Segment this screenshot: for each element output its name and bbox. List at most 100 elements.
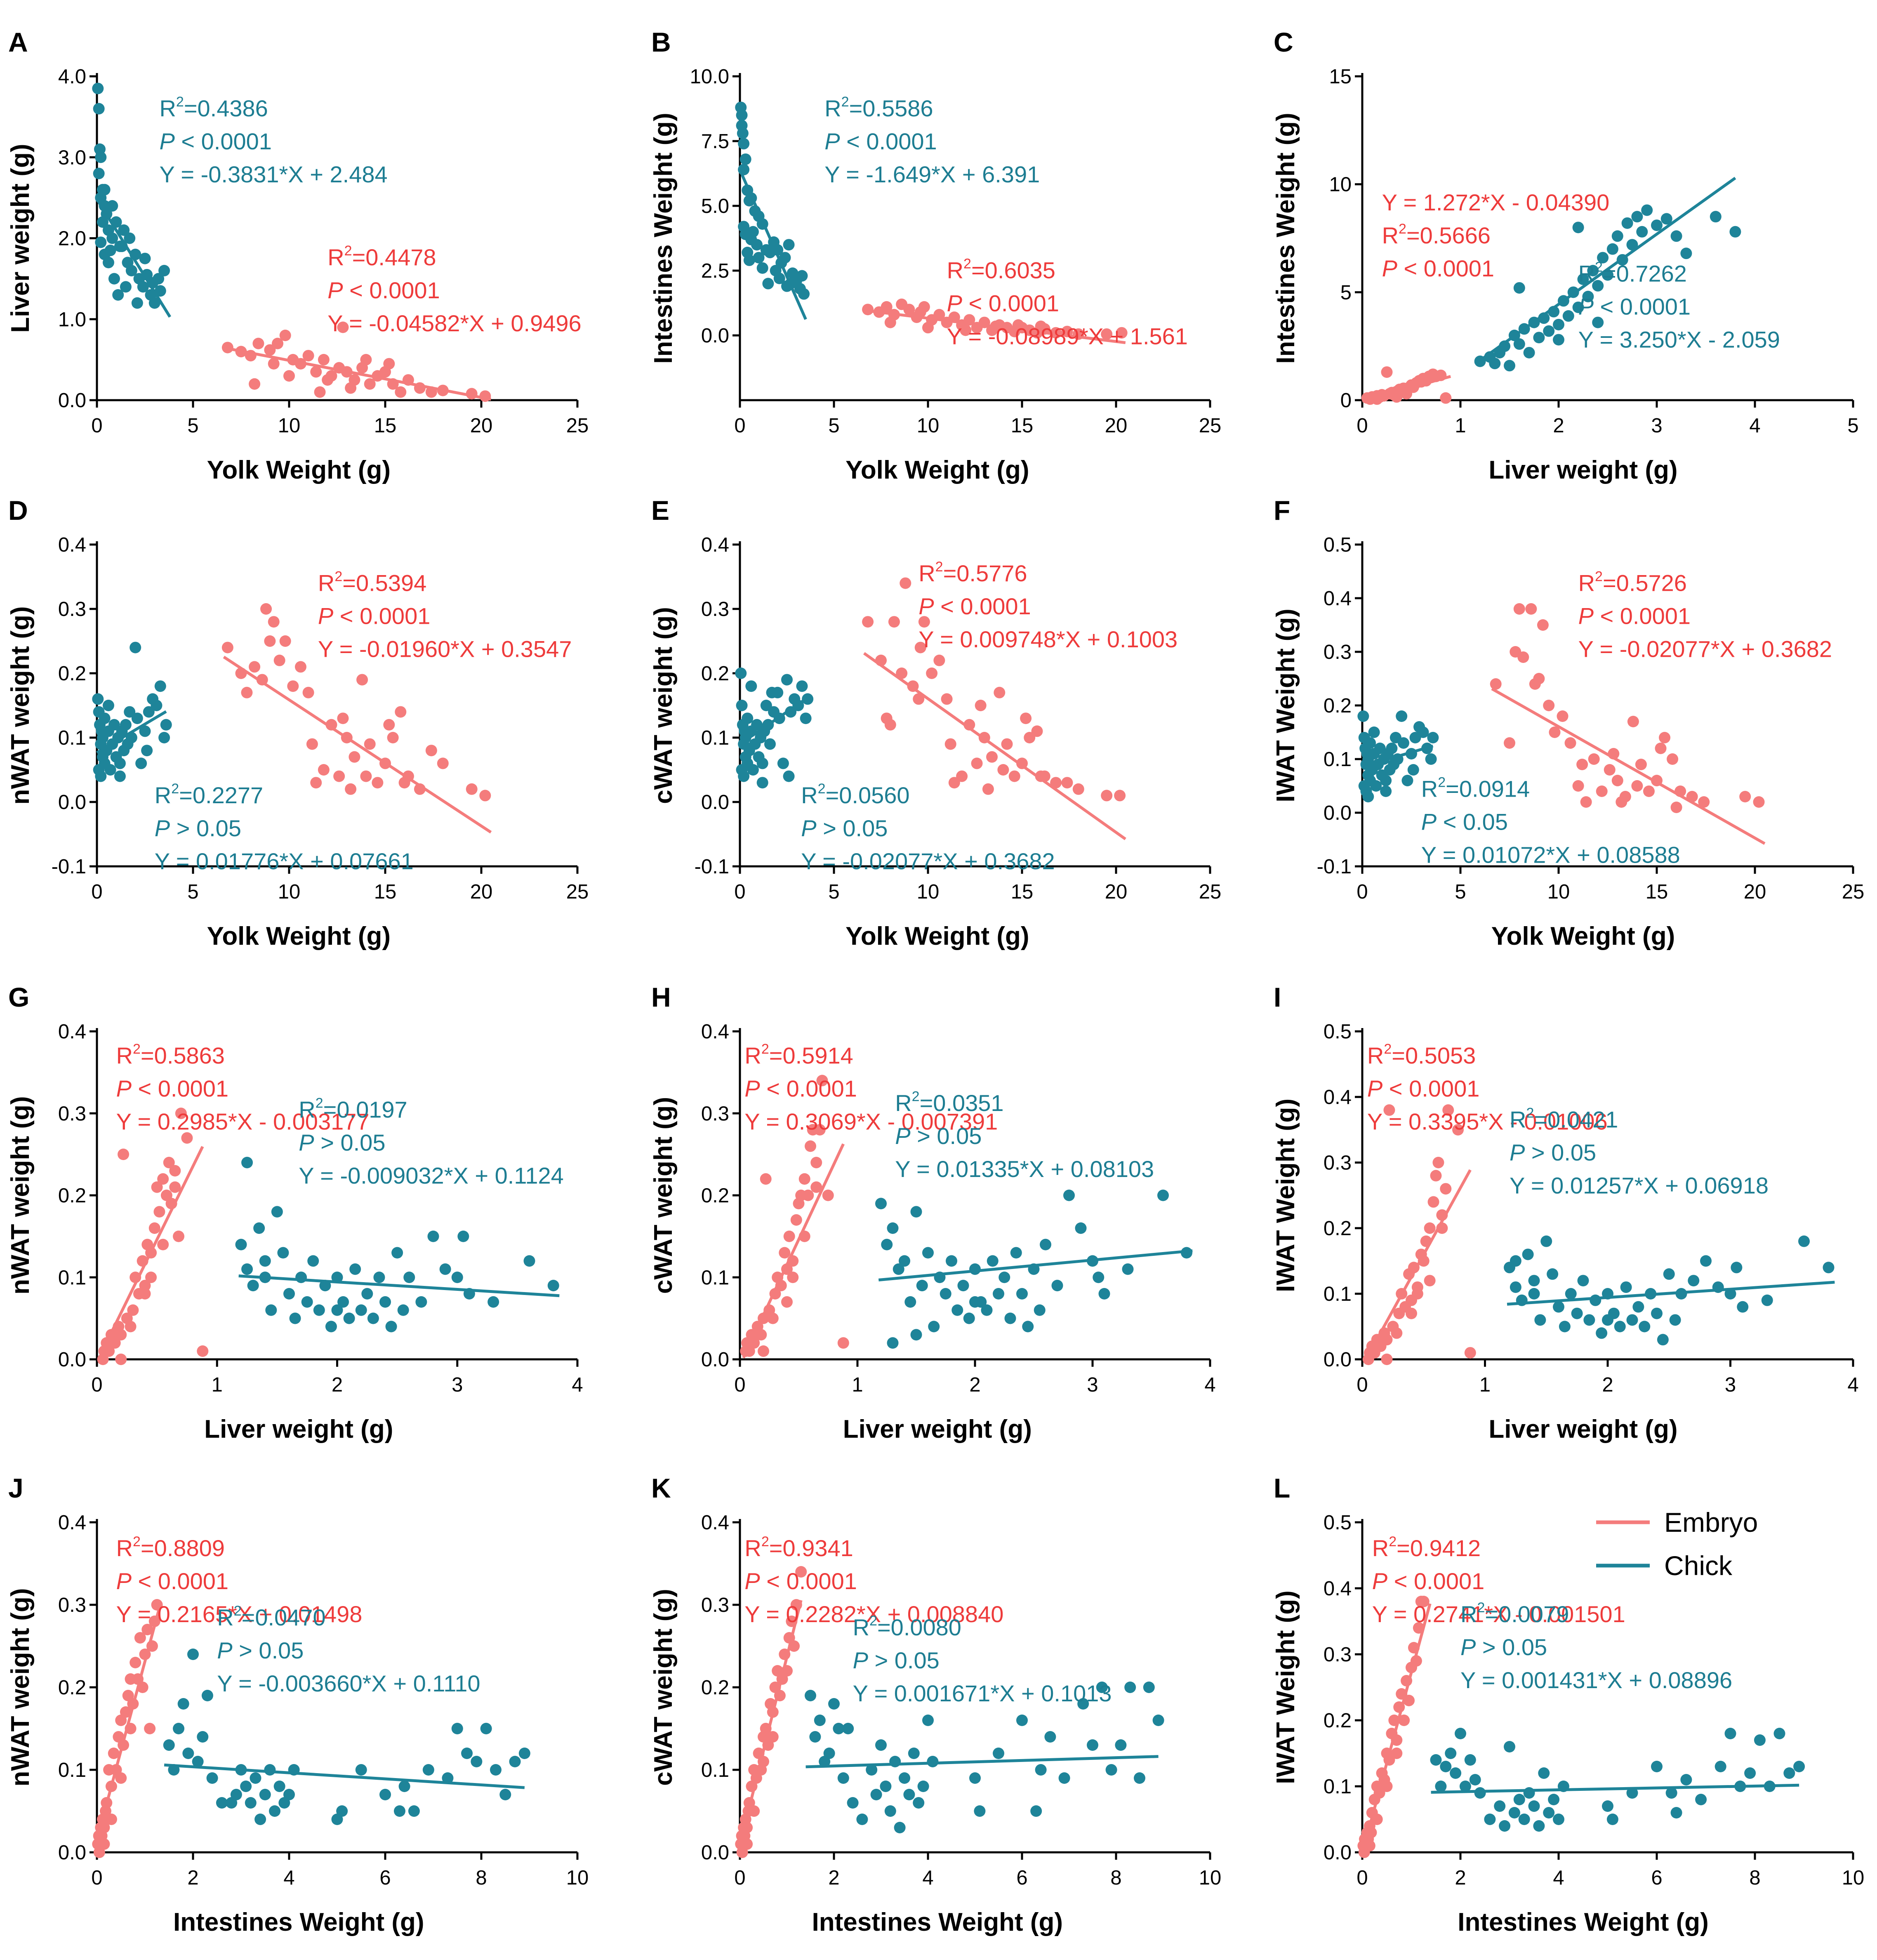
r2-annotation: R2=0.6035: [947, 256, 1055, 283]
chick-point: [120, 281, 132, 293]
embryo-point: [325, 719, 337, 731]
embryo-point: [173, 1230, 185, 1242]
x-tick-label: 10: [278, 415, 301, 437]
embryo-point: [252, 337, 264, 349]
embryo-point: [395, 386, 407, 398]
chick-point: [1016, 1288, 1028, 1300]
embryo-point: [287, 680, 299, 692]
regression-equation: Y = 0.01776*X + 0.07661: [155, 848, 414, 874]
r2-annotation: R2=0.9341: [744, 1534, 853, 1561]
chick-point: [173, 1723, 185, 1734]
r2-annotation: R2=0.0079: [1460, 1600, 1569, 1627]
chick-point: [993, 1288, 1004, 1300]
chick-point: [1688, 1275, 1700, 1287]
panel-letter-g: G: [8, 982, 29, 1012]
embryo-point: [337, 321, 349, 333]
chick-point: [913, 1797, 925, 1809]
chick-point: [1626, 1787, 1638, 1799]
x-axis-title: Yolk Weight (g): [207, 456, 391, 484]
chick-point: [1077, 1698, 1089, 1710]
chick-fit-line: [238, 1274, 560, 1297]
chick-point: [1744, 1767, 1756, 1779]
x-tick-label: 3: [1087, 1374, 1098, 1396]
embryo-point: [314, 386, 326, 398]
chick-point: [1508, 1807, 1520, 1818]
y-axis-title: IWAT Weight (g): [1272, 1590, 1300, 1784]
chick-point: [1651, 1761, 1663, 1772]
r2-annotation: R2=0.0197: [299, 1095, 407, 1123]
embryo-point: [398, 777, 410, 789]
embryo-point: [913, 693, 925, 705]
embryo-point: [302, 686, 314, 698]
chick-point: [1087, 1739, 1098, 1751]
r2-annotation: R2=0.0914: [1421, 775, 1530, 802]
embryo-point: [98, 1838, 110, 1850]
embryo-point: [1564, 737, 1576, 749]
p-value-annotation: P > 0.05: [1460, 1634, 1547, 1660]
chick-point: [1122, 1263, 1134, 1275]
embryo-point: [1035, 321, 1047, 333]
embryo-point: [795, 1566, 807, 1578]
chick-point: [1773, 1728, 1785, 1739]
chick-point: [969, 1296, 981, 1308]
chick-point: [163, 1739, 175, 1751]
chick-point: [1553, 334, 1564, 346]
embryo-point: [333, 770, 345, 782]
embryo-point: [337, 712, 349, 724]
chick-point: [95, 770, 107, 782]
y-axis-title: cWAT weight (g): [649, 1589, 678, 1786]
chick-point: [981, 1304, 993, 1316]
y-tick-label: 0.1: [701, 1759, 729, 1781]
embryo-point: [1655, 743, 1667, 754]
p-value-annotation: P > 0.05: [853, 1647, 940, 1673]
chick-point: [1386, 743, 1398, 754]
embryo-point: [1391, 1327, 1403, 1339]
panel-letter-j: J: [8, 1473, 24, 1503]
chick-point: [154, 680, 166, 692]
legend-embryo-label: Embryo: [1664, 1507, 1758, 1538]
regression-equation: Y = -0.003660*X + 0.1110: [217, 1670, 480, 1696]
embryo-fit-line: [1491, 687, 1766, 845]
chick-point: [1364, 737, 1376, 749]
y-tick-label: 0.0: [58, 791, 86, 814]
chick-fit-line: [739, 696, 809, 745]
embryo-point: [1616, 796, 1627, 808]
chick-point: [518, 1748, 530, 1759]
chick-point: [893, 1263, 904, 1275]
chick-point: [379, 1789, 391, 1800]
y-tick-label: 0.0: [1324, 1842, 1352, 1864]
embryo-point: [918, 616, 930, 628]
embryo-point: [157, 1173, 169, 1185]
embryo-point: [268, 616, 280, 628]
chick-point: [451, 1723, 463, 1734]
r2-annotation: R2=0.0080: [853, 1613, 961, 1640]
x-tick-label: 2: [1602, 1374, 1613, 1396]
chick-point: [1614, 1321, 1626, 1333]
embryo-point: [279, 635, 291, 647]
chick-point: [1445, 1748, 1457, 1759]
chick-point: [192, 1756, 204, 1767]
chick-point: [957, 1280, 969, 1292]
panel-letter-c: C: [1274, 27, 1293, 57]
chick-point: [993, 1748, 1004, 1759]
p-value-annotation: P < 0.0001: [1382, 255, 1494, 281]
chick-point: [457, 1230, 469, 1242]
chick-point: [1417, 726, 1429, 738]
chick-point: [235, 1238, 247, 1250]
chick-point: [1543, 1807, 1555, 1818]
embryo-point: [383, 719, 395, 731]
embryo-point: [900, 577, 911, 589]
chick-point: [1631, 211, 1643, 223]
panel-letter-d: D: [8, 495, 28, 526]
x-tick-label: 4: [1749, 415, 1760, 437]
x-tick-label: 0: [734, 881, 745, 903]
embryo-point: [1440, 392, 1452, 404]
chick-point: [1464, 1754, 1476, 1766]
chick-point: [783, 239, 795, 251]
chick-point: [1534, 1314, 1546, 1326]
embryo-point: [387, 732, 399, 743]
chick-fit-line: [805, 1755, 1159, 1769]
chick-point: [969, 1263, 981, 1275]
chick-point: [403, 1271, 415, 1283]
chick-point: [1737, 1301, 1749, 1313]
